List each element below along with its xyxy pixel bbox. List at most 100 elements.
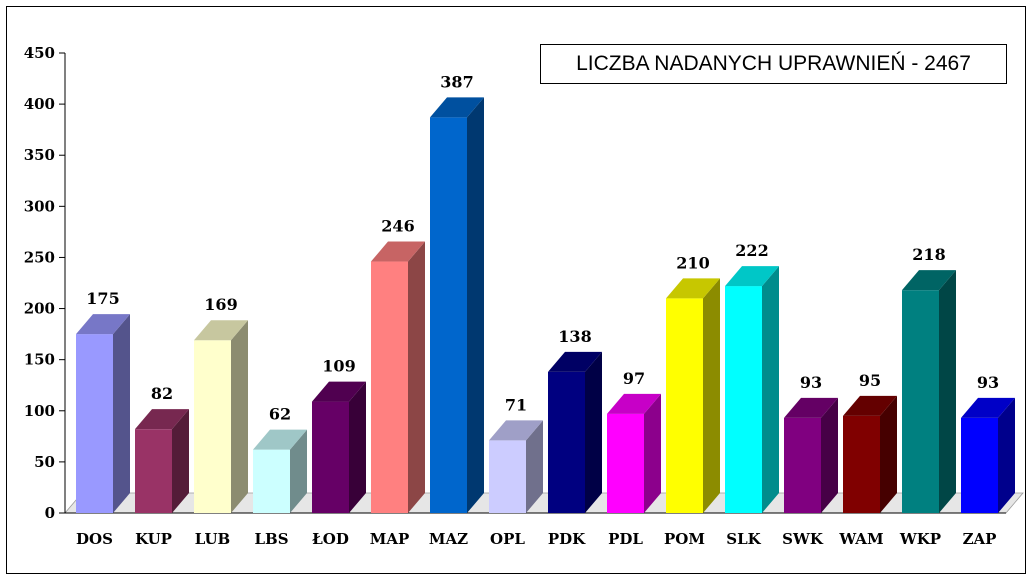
bar-kup <box>135 409 189 513</box>
y-tick-label: 250 <box>24 248 55 266</box>
x-tick-label-wkp: WKP <box>899 530 941 548</box>
bar-lub-top <box>194 320 248 341</box>
bar-pdl-side <box>644 393 661 513</box>
bar-wam-front <box>843 415 880 513</box>
bar-slk-front <box>725 286 762 513</box>
x-tick-label-pdl: PDL <box>608 530 643 548</box>
data-label-kup: 82 <box>151 384 173 403</box>
data-label-wam: 95 <box>859 371 881 390</box>
bar-map-top <box>371 241 425 262</box>
data-label-map: 246 <box>381 217 414 236</box>
x-tick-label-wam: WAM <box>838 530 883 548</box>
data-label-pom: 210 <box>676 253 709 272</box>
x-tick-label-kup: KUP <box>135 530 172 548</box>
y-tick-label: 50 <box>34 453 55 471</box>
x-axis: DOS KUP LUB LBS ŁOD MAP MAZ OPL PDK PDL POM SLK SWK W… <box>76 530 996 548</box>
bar-pdl-front <box>607 413 644 513</box>
x-tick-label-lub: LUB <box>195 530 231 548</box>
bar-dos-top <box>76 314 130 335</box>
bar-lub-front <box>194 340 231 513</box>
bar-wam-side <box>880 395 897 513</box>
data-label-swk: 93 <box>800 373 822 392</box>
bar-swk-side <box>821 397 838 513</box>
bar-pdl <box>607 393 661 513</box>
bar-pom-side <box>703 278 720 513</box>
data-label-slk: 222 <box>735 241 768 260</box>
data-label-maz: 387 <box>440 72 473 91</box>
bar-kup-top <box>135 409 189 430</box>
bar-zap-side <box>998 397 1015 513</box>
x-tick-label-swk: SWK <box>782 530 824 548</box>
data-labels: 175 82 169 62 109 246 387 71 138 97 210 222 93 95 218 9… <box>86 72 999 423</box>
bar-maz-top <box>430 97 484 118</box>
bar-pdk-side <box>585 351 602 513</box>
x-tick-label-dos: DOS <box>76 530 113 548</box>
x-tick-label-map: MAP <box>370 530 410 548</box>
bar-opl-top <box>489 420 543 441</box>
x-tick-label-maz: MAZ <box>429 530 468 548</box>
bar-pom <box>666 278 720 513</box>
data-label-zap: 93 <box>977 373 999 392</box>
bar-swk-front <box>784 417 821 513</box>
y-tick-label: 450 <box>24 44 55 62</box>
chart-title: LICZBA NADANYCH UPRAWNIEŃ - 2467 <box>540 44 1007 84</box>
bar-pdl-top <box>607 393 661 414</box>
x-tick-label-pom: POM <box>664 530 705 548</box>
data-label-pdk: 138 <box>558 327 591 346</box>
x-tick-label-pdk: PDK <box>548 530 586 548</box>
bar-opl <box>489 420 543 513</box>
bar-zap-top <box>961 397 1015 418</box>
bar-pdk-front <box>548 371 585 513</box>
bar-lbs <box>253 429 307 513</box>
data-label-dos: 175 <box>86 289 119 308</box>
x-tick-label-opl: OPL <box>490 530 525 548</box>
bar-lbs-side <box>290 429 307 513</box>
bar-lub <box>194 320 248 513</box>
bar-lub-side <box>231 320 248 513</box>
bar-zap-front <box>961 417 998 513</box>
y-tick-label: 350 <box>24 146 55 164</box>
bar-swk-top <box>784 397 838 418</box>
bar-pdk-top <box>548 351 602 372</box>
bar-wkp-top <box>902 270 956 291</box>
y-tick-label: 150 <box>24 351 55 369</box>
bar-kup-front <box>135 429 172 513</box>
bar-map <box>371 241 425 514</box>
data-label-lbs: 62 <box>269 405 291 424</box>
bar-maz <box>430 97 484 514</box>
data-label-pdl: 97 <box>623 369 645 388</box>
bar-dos-side <box>113 314 130 513</box>
y-tick-label: 100 <box>24 402 55 420</box>
bar-slk <box>725 266 779 513</box>
data-label-wkp: 218 <box>912 245 945 264</box>
bar-maz-side <box>467 97 484 514</box>
x-tick-label-lbs: LBS <box>254 530 288 548</box>
bar-slk-top <box>725 266 779 287</box>
bar-pdk <box>548 351 602 513</box>
bar-maz-front <box>430 117 467 514</box>
bar-zap <box>961 397 1015 513</box>
data-label-lub: 169 <box>204 295 237 314</box>
bar-opl-side <box>526 420 543 513</box>
bar-wam-top <box>843 395 897 416</box>
bar-wkp-front <box>902 290 939 513</box>
bar-łod-top <box>312 381 366 402</box>
bar-wkp <box>902 270 956 513</box>
bar-dos-front <box>76 334 113 513</box>
bars <box>76 97 1015 514</box>
x-tick-label-łod: ŁOD <box>312 530 349 548</box>
bar-slk-side <box>762 266 779 513</box>
bar-wkp-side <box>939 270 956 513</box>
bar-lbs-front <box>253 449 290 513</box>
y-tick-label: 300 <box>24 197 55 215</box>
x-tick-label-slk: SLK <box>726 530 761 548</box>
y-tick-label: 0 <box>45 504 55 522</box>
bar-lbs-top <box>253 429 307 450</box>
y-tick-label: 200 <box>24 300 55 318</box>
y-axis: 0 50 100 150 200 250 300 350 400 450 <box>24 44 66 522</box>
bar-map-front <box>371 261 408 513</box>
bar-opl-front <box>489 440 526 513</box>
bar-map-side <box>408 241 425 514</box>
bar-kup-side <box>172 409 189 513</box>
